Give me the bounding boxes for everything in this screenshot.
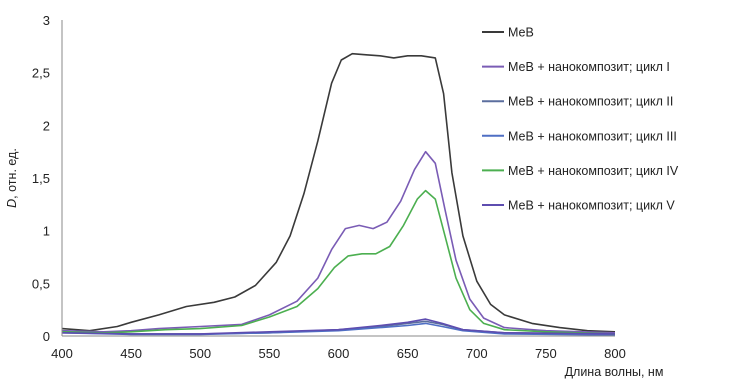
- legend-item: МеВ: [482, 26, 534, 40]
- x-tick-label: 750: [535, 346, 557, 361]
- legend-label: МеВ + нанокомпозит; цикл V: [508, 199, 675, 213]
- x-tick-label: 500: [189, 346, 211, 361]
- x-tick-labels: 400 450 500 550 600 650 700 750 800: [51, 346, 626, 361]
- y-tick-label: 1,5: [32, 171, 50, 186]
- y-tick-labels: 0 0,5 1 1,5 2 2,5 3: [32, 13, 50, 344]
- x-tick-label: 400: [51, 346, 73, 361]
- legend-item: МеВ + нанокомпозит; цикл I: [482, 60, 670, 74]
- x-tick-label: 600: [328, 346, 350, 361]
- y-tick-label: 0: [43, 329, 50, 344]
- x-tick-label: 650: [397, 346, 419, 361]
- series-line-6: [61, 318, 616, 335]
- legend: МеВ МеВ + нанокомпозит; цикл I МеВ + нанок…: [482, 26, 679, 213]
- x-tick-label: 450: [120, 346, 142, 361]
- series-line-5: [61, 189, 616, 335]
- legend-label: МеВ + нанокомпозит; цикл III: [508, 129, 677, 143]
- x-tick-label: 550: [259, 346, 281, 361]
- x-tick-label: 800: [604, 346, 626, 361]
- legend-label: МеВ + нанокомпозит; цикл II: [508, 95, 673, 109]
- legend-item: МеВ + нанокомпозит; цикл IV: [482, 164, 679, 178]
- y-axis-title: D, отн. ед.: [5, 148, 19, 208]
- y-tick-label: 1: [43, 224, 50, 239]
- legend-label: МеВ + нанокомпозит; цикл I: [508, 60, 670, 74]
- legend-item: МеВ + нанокомпозит; цикл III: [482, 129, 677, 143]
- series-line-1: [61, 52, 616, 333]
- y-tick-label: 0,5: [32, 276, 50, 291]
- y-axis-title-unit: , отн. ед.: [5, 148, 19, 199]
- y-tick-label: 2: [43, 118, 50, 133]
- series-layer: [61, 52, 616, 336]
- legend-item: МеВ + нанокомпозит; цикл V: [482, 199, 675, 213]
- legend-label: МеВ: [508, 26, 534, 40]
- y-tick-label: 2,5: [32, 66, 50, 81]
- legend-item: МеВ + нанокомпозит; цикл II: [482, 95, 673, 109]
- y-axis-title-symbol: D: [5, 199, 19, 208]
- x-tick-label: 700: [466, 346, 488, 361]
- series-line-2: [61, 150, 616, 334]
- y-tick-label: 3: [43, 13, 50, 28]
- x-axis-title: Длина волны, нм: [565, 365, 664, 379]
- legend-label: МеВ + нанокомпозит; цикл IV: [508, 164, 679, 178]
